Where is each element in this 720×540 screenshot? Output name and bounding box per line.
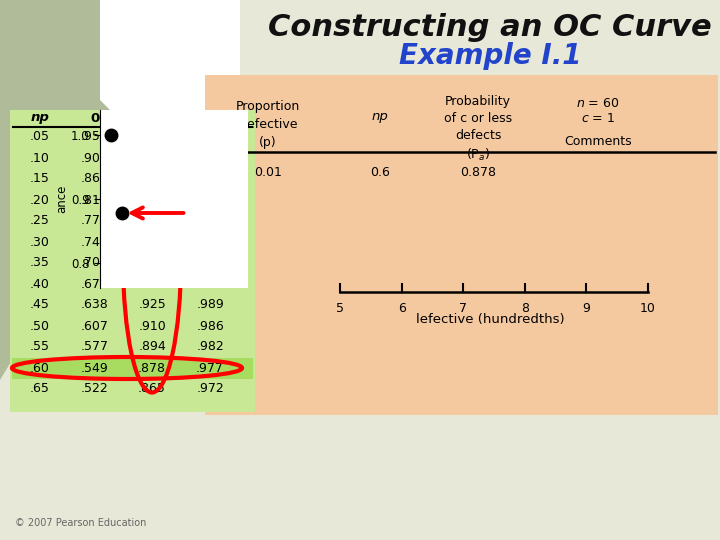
Text: .819: .819: [81, 193, 109, 206]
Text: .994: .994: [196, 256, 224, 269]
Text: .50: .50: [30, 320, 50, 333]
Text: .60: .60: [30, 361, 50, 375]
Text: Proportion
defective
(p): Proportion defective (p): [236, 100, 300, 149]
Text: 0: 0: [91, 111, 99, 125]
Text: .20: .20: [30, 193, 50, 206]
Text: 1.000: 1.000: [192, 131, 228, 144]
Text: .905: .905: [81, 152, 109, 165]
Text: .65: .65: [30, 382, 50, 395]
Text: .10: .10: [30, 152, 50, 165]
Text: .982: .982: [196, 341, 224, 354]
Text: .861: .861: [81, 172, 109, 186]
Text: .990: .990: [138, 172, 166, 186]
Text: .910: .910: [138, 320, 166, 333]
Text: 2: 2: [205, 111, 215, 125]
Text: .999: .999: [138, 131, 166, 144]
Bar: [10, 110, 255, 412]
Bar: [100, 115, 245, 290]
Text: .30: .30: [30, 235, 50, 248]
Text: 10: 10: [640, 302, 656, 315]
Text: .963: .963: [138, 235, 166, 248]
Text: © 2007 Pearson Education: © 2007 Pearson Education: [15, 518, 146, 528]
Text: 6: 6: [397, 302, 405, 315]
Text: Constructing an OC Curve: Constructing an OC Curve: [268, 12, 712, 42]
Text: lefective (hundredths): lefective (hundredths): [415, 314, 564, 327]
Text: .638: .638: [81, 299, 109, 312]
Text: .998: .998: [196, 214, 224, 227]
Text: .999: .999: [196, 172, 224, 186]
Text: .996: .996: [196, 235, 224, 248]
Text: .45: .45: [30, 299, 50, 312]
Text: .938: .938: [138, 278, 166, 291]
Text: .35: .35: [30, 256, 50, 269]
Text: np: np: [30, 111, 50, 125]
Text: .977: .977: [196, 361, 224, 375]
Y-axis label: ance: ance: [55, 185, 68, 213]
Text: .607: .607: [81, 320, 109, 333]
Text: .972: .972: [196, 382, 224, 395]
Bar: [205, 75, 718, 415]
Text: $n$ = 60
$c$ = 1: $n$ = 60 $c$ = 1: [576, 97, 620, 125]
Text: .741: .741: [81, 235, 109, 248]
Text: .992: .992: [196, 278, 224, 291]
Text: .577: .577: [81, 341, 109, 354]
Text: 9: 9: [582, 302, 590, 315]
Text: .982: .982: [138, 193, 166, 206]
Text: .989: .989: [196, 299, 224, 312]
Text: .974: .974: [138, 214, 166, 227]
Text: 0.01: 0.01: [254, 166, 282, 179]
Text: 8: 8: [521, 302, 528, 315]
Text: .999: .999: [196, 193, 224, 206]
Text: 0.878: 0.878: [460, 166, 496, 179]
Polygon shape: [100, 0, 240, 150]
Text: .522: .522: [81, 382, 109, 395]
Text: .995: .995: [138, 152, 166, 165]
Text: .865: .865: [138, 382, 166, 395]
Text: .705: .705: [81, 256, 109, 269]
Text: 7: 7: [459, 302, 467, 315]
Text: Comments: Comments: [564, 135, 632, 148]
Text: .05: .05: [30, 131, 50, 144]
Text: 0.6: 0.6: [370, 166, 390, 179]
Text: Example I.1: Example I.1: [399, 42, 581, 70]
Text: .40: .40: [30, 278, 50, 291]
Text: Probability
of c or less
defects
(P$_a$): Probability of c or less defects (P$_a$): [444, 95, 512, 163]
Text: .925: .925: [138, 299, 166, 312]
Polygon shape: [0, 0, 230, 380]
Text: 1.000: 1.000: [192, 152, 228, 165]
Text: .549: .549: [81, 361, 109, 375]
Text: .951: .951: [81, 131, 109, 144]
Text: .25: .25: [30, 214, 50, 227]
Text: 5: 5: [336, 302, 344, 315]
Text: np: np: [372, 110, 388, 123]
Text: .951: .951: [138, 256, 166, 269]
Text: .15: .15: [30, 172, 50, 186]
Text: .894: .894: [138, 341, 166, 354]
Text: .670: .670: [81, 278, 109, 291]
Text: .55: .55: [30, 341, 50, 354]
Text: 1: 1: [148, 111, 156, 125]
Bar: [12, 357, 253, 379]
Text: .986: .986: [196, 320, 224, 333]
Text: .779: .779: [81, 214, 109, 227]
Text: .878: .878: [138, 361, 166, 375]
